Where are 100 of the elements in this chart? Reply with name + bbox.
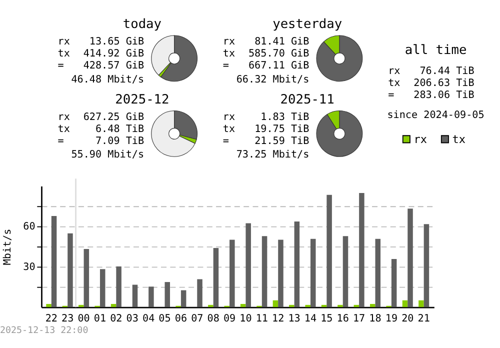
x-tick-label: 16 — [336, 313, 349, 324]
x-tick-label: 09 — [223, 313, 236, 324]
text: rx — [222, 112, 236, 123]
x-tick-label: 21 — [418, 313, 430, 324]
x-tick-label: 17 — [352, 313, 366, 324]
x-tick-label: 03 — [126, 313, 138, 324]
bar — [197, 279, 202, 308]
text: tx — [388, 78, 400, 89]
chart-title: yesterday — [272, 17, 342, 32]
bar — [278, 240, 284, 308]
bar — [208, 304, 214, 308]
bar — [326, 194, 332, 308]
x-tick-label: 13 — [288, 313, 300, 324]
bar — [310, 238, 316, 308]
bar — [375, 238, 381, 308]
donut-slice — [316, 35, 363, 82]
text: 13.65 GiB — [89, 36, 144, 48]
x-tick-label: 22 — [45, 313, 58, 324]
text: 76.44 TiB — [420, 66, 474, 78]
text: rx — [58, 36, 70, 48]
bar — [164, 282, 170, 308]
text: 21.59 TiB — [254, 136, 310, 147]
text: tx — [58, 48, 70, 60]
bar — [391, 259, 397, 308]
text: all time — [404, 42, 467, 58]
legend-label: rx — [414, 132, 428, 146]
text: 66.32 Mbit/s — [236, 74, 310, 86]
text: rx — [388, 66, 400, 78]
bar — [116, 266, 122, 308]
bar — [230, 240, 235, 308]
text: rx — [58, 112, 70, 123]
bar — [132, 284, 138, 308]
x-tick-label: 18 — [369, 313, 382, 324]
text: rx — [222, 36, 236, 48]
y-tick-label: 30 — [23, 262, 36, 273]
x-tick-label: 04 — [142, 313, 155, 324]
text: 206.63 TiB — [414, 78, 474, 89]
text: = — [58, 60, 64, 72]
bar — [68, 233, 73, 308]
text: 6.48 TiB — [95, 124, 144, 135]
x-tick-label: 15 — [320, 313, 333, 324]
x-tick-label: 20 — [402, 313, 414, 324]
bar — [262, 236, 268, 308]
bar — [272, 300, 278, 308]
chart-title: 2025-11 — [280, 92, 334, 108]
x-tick-label: 02 — [110, 313, 122, 324]
text: 81.41 GiB — [254, 36, 310, 48]
bar — [294, 221, 300, 308]
text: 73.25 Mbit/s — [236, 150, 310, 161]
text: 1.83 TiB — [260, 112, 310, 123]
text: tx — [222, 48, 236, 60]
x-tick-label: 07 — [191, 313, 204, 324]
bar — [338, 304, 343, 308]
bar — [418, 300, 424, 308]
text: 55.90 Mbit/s — [71, 150, 144, 161]
bar — [402, 300, 408, 308]
text: 46.48 Mbit/s — [71, 74, 144, 86]
text: 428.57 GiB — [83, 60, 144, 72]
x-tick-label: 00 — [78, 313, 90, 324]
bar — [289, 304, 294, 308]
text: = — [58, 136, 64, 147]
y-axis-title: Mbit/s — [2, 228, 14, 266]
chart-title: today — [122, 17, 162, 32]
text: 667.11 GiB — [248, 60, 310, 72]
bar — [78, 304, 84, 308]
text: tx — [222, 124, 236, 135]
bar — [46, 304, 52, 308]
x-tick-label: 12 — [272, 313, 284, 324]
bar — [180, 290, 186, 308]
bar — [370, 304, 376, 308]
bar — [100, 269, 106, 308]
text: = — [222, 60, 230, 72]
text: since 2024-09-05 — [387, 110, 484, 122]
bar — [84, 248, 90, 308]
text: 7.09 TiB — [95, 136, 144, 147]
x-tick-label: 01 — [94, 313, 106, 324]
text: 585.70 GiB — [248, 48, 310, 60]
text: 283.06 TiB — [414, 90, 474, 101]
bar — [424, 224, 430, 308]
bar — [148, 286, 154, 308]
x-tick-label: 10 — [240, 313, 252, 324]
bar — [110, 304, 116, 308]
bar — [305, 304, 310, 308]
x-tick-label: 08 — [207, 313, 220, 324]
bar — [240, 304, 246, 308]
legend-label: tx — [452, 132, 466, 146]
chart-title: 2025-12 — [115, 92, 170, 108]
x-tick-label: 14 — [304, 313, 317, 324]
x-tick-label: 23 — [62, 313, 74, 324]
bar — [359, 192, 364, 308]
text: 2025-12-13 22:00 — [0, 324, 88, 336]
x-tick-label: 06 — [174, 313, 188, 324]
donut-slice — [151, 110, 196, 157]
x-tick-label: 11 — [256, 313, 268, 324]
text: = — [388, 90, 394, 101]
x-tick-label: 19 — [385, 313, 398, 324]
text: = — [222, 136, 230, 147]
text: tx — [58, 124, 70, 135]
bar — [246, 223, 251, 308]
bar — [213, 248, 219, 308]
